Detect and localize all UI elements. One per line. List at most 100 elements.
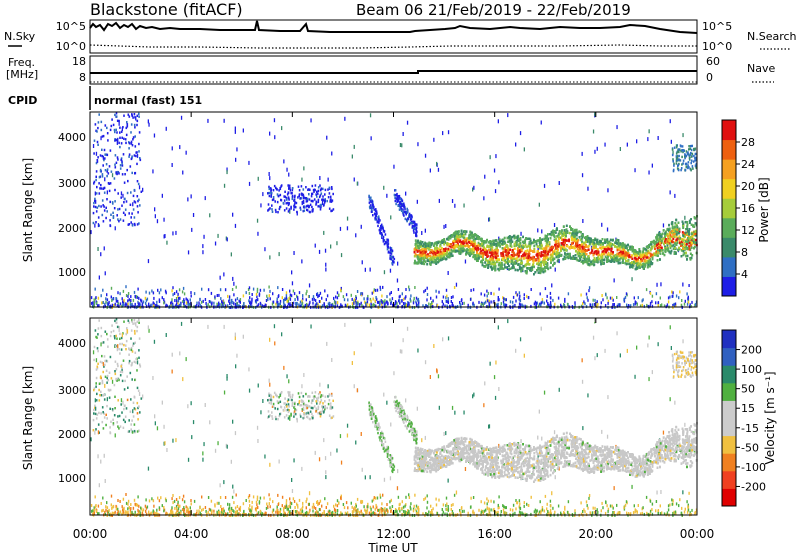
range-cell: [375, 208, 377, 211]
range-cell: [136, 162, 138, 166]
range-cell: [113, 304, 115, 307]
range-cell: [463, 203, 465, 208]
range-cell: [319, 291, 322, 295]
range-cell: [426, 293, 429, 296]
range-cell: [136, 195, 139, 198]
range-cell: [564, 299, 566, 303]
range-cell: [158, 298, 161, 302]
range-cell: [687, 300, 690, 304]
range-cell: [291, 270, 293, 275]
range-cell: [286, 167, 288, 172]
range-cell: [227, 304, 229, 308]
range-cell: [269, 131, 271, 136]
range-cell: [310, 118, 312, 123]
range-cell: [317, 192, 319, 195]
range-cell: [522, 304, 524, 308]
range-cell: [287, 210, 290, 213]
range-cell: [558, 181, 560, 185]
range-cell: [125, 200, 128, 203]
range-cell: [656, 282, 658, 287]
range-cell: [340, 253, 343, 258]
range-cell: [158, 300, 161, 303]
range-cell: [390, 302, 392, 306]
range-cell: [398, 299, 400, 303]
range-cell: [395, 193, 397, 197]
range-cell: [116, 304, 119, 308]
range-cell: [374, 217, 376, 220]
range-cell: [681, 299, 683, 302]
range-cell: [106, 132, 109, 135]
range-cell: [293, 205, 296, 209]
range-cell: [397, 204, 399, 207]
range-cell: [221, 302, 223, 306]
range-cell: [131, 302, 133, 306]
range-cell: [421, 231, 423, 235]
range-cell: [95, 129, 97, 132]
range-cell: [472, 288, 475, 292]
range-cell: [490, 300, 492, 304]
range-cell: [119, 126, 121, 129]
range-cell: [481, 302, 484, 306]
range-cell: [340, 303, 342, 307]
range-cell: [271, 208, 273, 211]
range-cell: [470, 288, 472, 292]
range-cell: [108, 300, 110, 304]
range-cell: [120, 142, 123, 145]
range-cell: [320, 203, 322, 207]
range-cell: [444, 304, 446, 308]
range-cell: [389, 257, 392, 260]
range-cell: [259, 288, 262, 292]
range-cell: [164, 234, 166, 238]
range-cell: [353, 144, 355, 149]
range-cell: [416, 199, 418, 204]
range-cell: [219, 288, 222, 292]
range-cell: [127, 299, 129, 303]
range-cell: [145, 298, 148, 302]
range-cell: [401, 202, 404, 206]
range-cell: [146, 297, 149, 301]
range-cell: [221, 300, 223, 304]
range-cell: [405, 191, 407, 196]
range-cell: [382, 285, 384, 289]
beam-date-title: Beam 06 21/Feb/2019 - 22/Feb/2019: [356, 1, 631, 19]
range-cell: [293, 292, 296, 296]
range-cell: [267, 209, 269, 212]
range-cell: [410, 214, 413, 218]
range-cell: [192, 213, 195, 217]
range-cell: [157, 288, 159, 292]
range-cell: [373, 288, 375, 292]
range-cell: [472, 187, 474, 192]
range-cell: [119, 218, 122, 221]
range-cell: [189, 298, 191, 302]
range-cell: [619, 147, 621, 151]
range-cell: [390, 257, 392, 261]
range-cell: [216, 302, 218, 306]
range-cell: [482, 303, 484, 307]
range-cell: [679, 290, 681, 294]
range-cell: [400, 202, 403, 205]
range-cell: [100, 183, 102, 187]
range-cell: [288, 186, 290, 189]
range-cell: [406, 209, 409, 213]
range-cell: [116, 172, 118, 176]
range-cell: [109, 304, 112, 308]
range-cell: [387, 239, 390, 242]
range-cell: [101, 213, 104, 217]
range-cell: [487, 291, 490, 295]
range-cell: [546, 299, 548, 303]
range-cell: [283, 209, 286, 212]
range-cell: [110, 213, 112, 216]
range-cell: [276, 193, 279, 196]
range-cell: [392, 303, 394, 307]
range-cell: [183, 292, 186, 296]
range-cell: [649, 304, 651, 308]
range-cell: [344, 116, 346, 121]
range-cell: [600, 301, 602, 305]
range-cell: [519, 294, 521, 298]
range-cell: [161, 296, 163, 300]
range-cell: [152, 169, 154, 174]
range-cell: [580, 304, 583, 308]
range-cell: [689, 303, 691, 307]
range-cell: [484, 174, 486, 179]
range-cell: [92, 221, 95, 225]
